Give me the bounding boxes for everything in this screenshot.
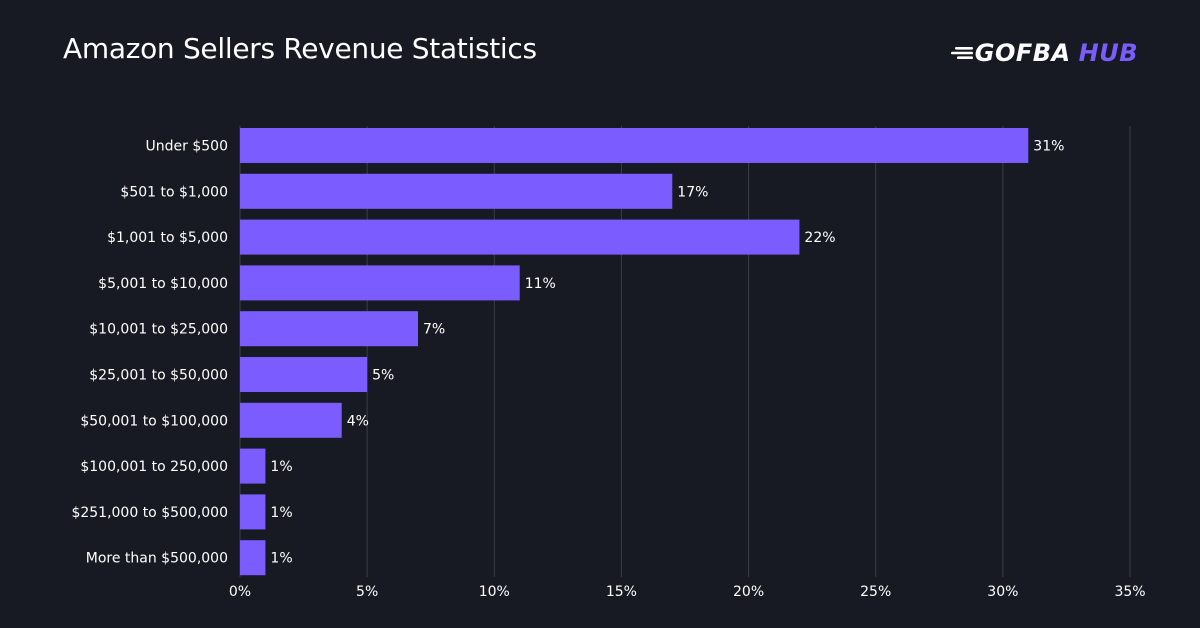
category-label: Under $500 bbox=[146, 139, 228, 155]
bar-value-label: 11% bbox=[525, 276, 556, 292]
logo-word-hub: HUB bbox=[1078, 39, 1138, 67]
bar-value-label: 7% bbox=[423, 322, 445, 338]
bar bbox=[240, 128, 1029, 163]
category-label: $1,001 to $5,000 bbox=[107, 230, 228, 246]
bar bbox=[240, 448, 266, 484]
bar bbox=[240, 402, 342, 438]
category-label: $25,001 to $50,000 bbox=[89, 368, 228, 384]
category-label: More than $500,000 bbox=[86, 551, 228, 567]
category-labels: Under $500 $501 to $1,000 $1,001 to $5,000… bbox=[71, 139, 228, 567]
bar-value-label: 5% bbox=[372, 368, 394, 384]
x-tick-label: 0% bbox=[229, 584, 251, 600]
logo-word-gofba: GOFBA bbox=[974, 39, 1071, 67]
x-tick-label: 5% bbox=[356, 584, 378, 600]
bar-value-label: 1% bbox=[270, 459, 292, 475]
bar bbox=[240, 219, 800, 255]
bar bbox=[240, 311, 418, 347]
bar bbox=[240, 494, 266, 530]
category-label: $501 to $1,000 bbox=[120, 184, 228, 200]
chart-title: Amazon Sellers Revenue Statistics bbox=[63, 32, 537, 65]
x-tick-label: 10% bbox=[479, 584, 510, 600]
category-label: $251,000 to $500,000 bbox=[71, 505, 228, 521]
bar-value-label: 4% bbox=[347, 413, 369, 429]
bar bbox=[240, 173, 673, 209]
category-label: $5,001 to $10,000 bbox=[98, 276, 228, 292]
data-labels: 31% 17% 22% 11% 7% 5% 4% 1% 1% 1% bbox=[270, 139, 1064, 567]
x-tick-label: 20% bbox=[733, 584, 764, 600]
category-label: $100,001 to 250,000 bbox=[80, 459, 228, 475]
x-tick-labels: 0% 5% 10% 15% 20% 25% 30% 35% bbox=[229, 584, 1146, 600]
x-tick-label: 15% bbox=[606, 584, 637, 600]
bar-value-label: 22% bbox=[804, 230, 835, 246]
bar-value-label: 1% bbox=[270, 551, 292, 567]
bar-value-label: 17% bbox=[677, 184, 708, 200]
bar bbox=[240, 357, 368, 392]
bar-value-label: 1% bbox=[270, 505, 292, 521]
x-tick-label: 35% bbox=[1114, 584, 1145, 600]
gofba-hub-logo: GOFBA HUB bbox=[950, 38, 1138, 68]
speed-lines-icon bbox=[950, 47, 973, 59]
bar-value-label: 31% bbox=[1033, 139, 1064, 155]
bar bbox=[240, 540, 266, 576]
category-label: $10,001 to $25,000 bbox=[89, 322, 228, 338]
bars bbox=[240, 128, 1029, 576]
x-tick-label: 30% bbox=[987, 584, 1018, 600]
bar bbox=[240, 265, 520, 301]
category-label: $50,001 to $100,000 bbox=[80, 413, 228, 429]
x-tick-label: 25% bbox=[860, 584, 891, 600]
